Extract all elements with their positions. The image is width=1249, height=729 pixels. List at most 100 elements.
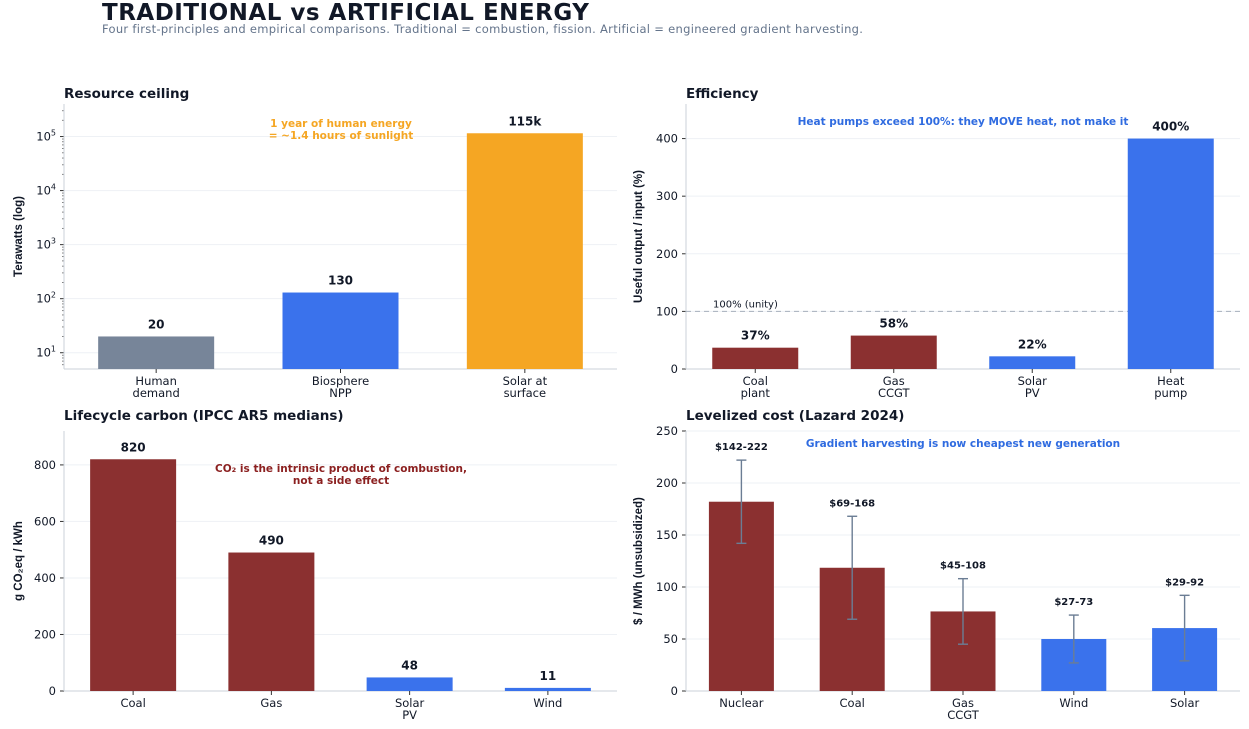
annotation-line: not a side effect [293, 475, 389, 487]
x-tick-label-line: CCGT [878, 386, 911, 400]
chart-resource: Resource ceiling Terawatts (log) 101 102 103… [13, 86, 617, 400]
data-label: 490 [259, 534, 284, 548]
y-tick-label: 600 [34, 514, 56, 528]
x-tick-label-line: Solar [395, 696, 425, 710]
y-tick-label: 0 [671, 684, 678, 698]
data-label: $142-222 [715, 442, 768, 453]
x-tick-label-line: Gas [260, 696, 282, 710]
data-label: 820 [121, 440, 146, 454]
annotation-line: 1 year of human energy [270, 118, 412, 130]
bar [366, 677, 453, 691]
chart-carbon: Lifecycle carbon (IPCC AR5 medians) g CO₂… [13, 408, 617, 722]
x-tick-label-line: demand [133, 386, 180, 400]
y-tick-label: 200 [656, 247, 678, 261]
chart-title: Efficiency [686, 86, 759, 102]
y-tick-label: 50 [663, 632, 678, 646]
chart-title: Levelized cost (Lazard 2024) [686, 408, 904, 424]
y-axis-label: Useful output / input (%) [633, 170, 645, 303]
annotation-line: Gradient harvesting is now cheapest new … [806, 438, 1120, 450]
x-tick-label: Nuclear [719, 696, 764, 710]
bar [98, 336, 215, 369]
bar [1127, 138, 1214, 369]
chart-efficiency: Efficiency Useful output / input (%) 0 100 2… [633, 86, 1240, 400]
x-tick-label-line: Biosphere [312, 374, 369, 388]
annotation: Heat pumps exceed 100%: they MOVE heat, … [798, 116, 1129, 128]
x-tick-label-line: PV [1025, 386, 1040, 400]
annotation: CO₂ is the intrinsic product of combusti… [215, 463, 467, 487]
x-tick-label-line: Coal [840, 696, 865, 710]
y-tick-label: 200 [34, 627, 56, 641]
x-tick-label: Coal [120, 696, 145, 710]
x-tick-label-line: Coal [120, 696, 145, 710]
annotation-line: = ~1.4 hours of sunlight [269, 130, 414, 142]
y-axis-label: g CO₂eq / kWh [13, 521, 25, 601]
y-tick-label: 105 [36, 129, 56, 144]
page-title: TRADITIONAL vs ARTIFICIAL ENERGY [102, 0, 590, 26]
y-tick-label: 400 [34, 571, 56, 585]
bar [989, 356, 1076, 369]
data-label: 20 [148, 317, 165, 331]
x-tick-label: Wind [533, 696, 562, 710]
bar [90, 459, 177, 691]
y-tick-label: 200 [656, 476, 678, 490]
data-label: 115k [508, 114, 542, 128]
x-tick-label-line: Human [135, 374, 176, 388]
bar [228, 552, 315, 691]
x-tick-label-line: Coal [743, 374, 768, 388]
y-tick-label: 400 [656, 132, 678, 146]
data-label: 48 [401, 658, 418, 672]
bar [282, 292, 399, 369]
data-label: $45-108 [940, 561, 986, 572]
data-label: $27-73 [1054, 597, 1093, 608]
x-tick-label-line: pump [1154, 386, 1187, 400]
x-tick-label-line: Solar at [503, 374, 548, 388]
data-label: 130 [328, 274, 353, 288]
bar [850, 335, 937, 369]
annotation-line: CO₂ is the intrinsic product of combusti… [215, 463, 467, 475]
x-tick-label-line: Gas [883, 374, 905, 388]
x-tick-label-line: PV [402, 708, 417, 722]
y-tick-label: 250 [656, 424, 678, 438]
data-label: 58% [879, 317, 908, 331]
x-tick-label-line: Solar [1018, 374, 1048, 388]
data-label: $29-92 [1165, 577, 1204, 588]
x-tick-label: Solar [1170, 696, 1200, 710]
annotation: Gradient harvesting is now cheapest new … [806, 438, 1120, 450]
x-tick-label-line: CCGT [947, 708, 980, 722]
annotation-line: Heat pumps exceed 100%: they MOVE heat, … [798, 116, 1129, 128]
x-tick-label-line: Solar [1170, 696, 1200, 710]
x-tick-label-line: Gas [952, 696, 974, 710]
x-tick-label-line: Wind [533, 696, 562, 710]
x-tick-label-line: Nuclear [719, 696, 764, 710]
y-tick-label: 100 [656, 304, 678, 318]
x-tick-label-line: plant [741, 386, 771, 400]
y-tick-label: 100 [656, 580, 678, 594]
y-tick-label: 101 [36, 345, 56, 360]
x-tick-label-line: surface [504, 386, 547, 400]
data-label: $69-168 [829, 498, 875, 509]
x-tick-label: Wind [1059, 696, 1088, 710]
data-label: 22% [1018, 337, 1047, 351]
reference-line-label: 100% (unity) [713, 299, 778, 310]
data-label: 11 [540, 669, 557, 683]
x-tick-label-line: NPP [329, 386, 352, 400]
x-tick-label: Gas [260, 696, 282, 710]
y-tick-label: 300 [656, 189, 678, 203]
y-tick-label: 0 [49, 684, 56, 698]
annotation: 1 year of human energy= ~1.4 hours of su… [269, 118, 414, 142]
x-tick-label-line: Heat [1157, 374, 1185, 388]
data-label: 37% [741, 329, 770, 343]
y-tick-label: 102 [36, 291, 56, 306]
